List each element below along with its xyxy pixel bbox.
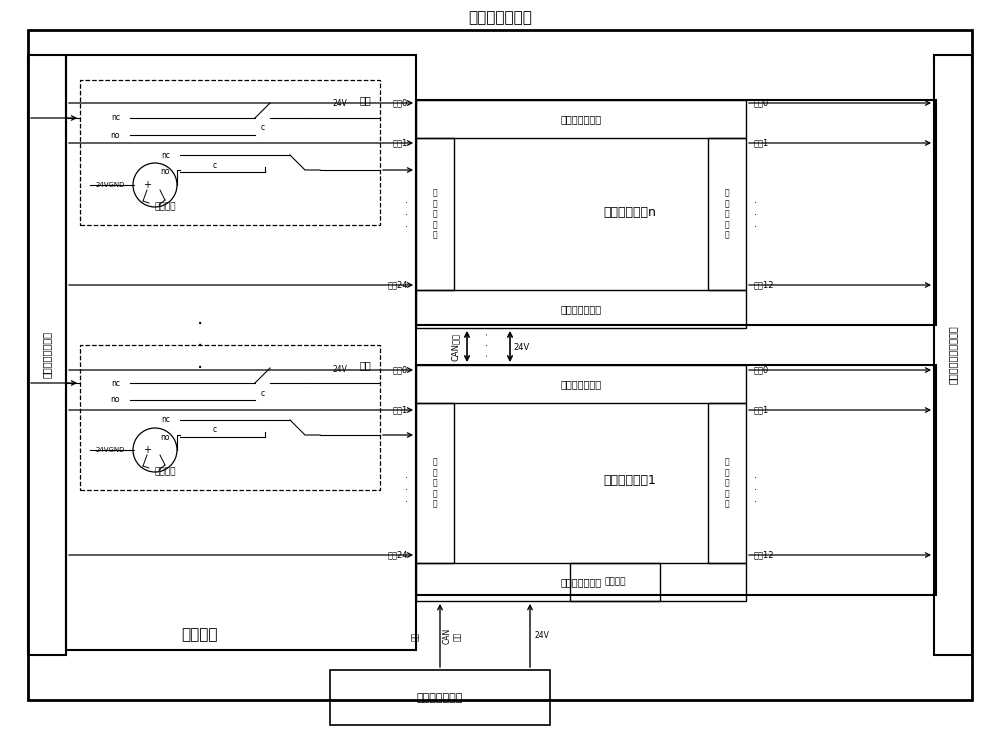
Bar [416, 365, 936, 595]
Text: no: no [160, 433, 170, 442]
Text: 控制: 控制 [359, 360, 371, 370]
Bar [708, 403, 746, 563]
Bar [416, 100, 746, 138]
Text: 输入0: 输入0 [754, 365, 769, 374]
Bar [80, 80, 380, 225]
Text: 并
行
输
出
口: 并 行 输 出 口 [433, 189, 437, 239]
Text: 输入12: 输入12 [754, 551, 774, 559]
Text: ·
·
·: · · · [754, 473, 757, 507]
Text: 串口: 串口 [411, 631, 420, 641]
Bar [416, 138, 454, 290]
Text: 智能决策装置1: 智能决策装置1 [604, 473, 656, 487]
Text: no: no [110, 396, 120, 405]
Text: 消防联动控制器: 消防联动控制器 [468, 10, 532, 25]
Bar [416, 100, 936, 325]
Text: c: c [213, 425, 217, 434]
Text: 控制: 控制 [359, 95, 371, 105]
Text: ·  ·  ·: · · · [483, 333, 493, 357]
Text: 输入12: 输入12 [754, 281, 774, 290]
Text: 并
行
输
入
口: 并 行 输 入 口 [725, 458, 729, 508]
Text: 并
行
输
入
口: 并 行 输 入 口 [725, 189, 729, 239]
Text: 输入1: 输入1 [754, 139, 769, 147]
Text: ·
·
·: · · · [197, 316, 203, 379]
Text: c: c [261, 388, 265, 397]
Text: ·
·
·: · · · [405, 199, 408, 232]
Text: 24VGND: 24VGND [96, 182, 125, 188]
Bar [330, 670, 550, 725]
Text: CAN
总线: CAN 总线 [442, 628, 462, 644]
Text: 24V: 24V [514, 342, 530, 351]
Text: 24VGND: 24VGND [96, 447, 125, 453]
Text: 控制按钮: 控制按钮 [154, 202, 176, 211]
Text: 电源接口: 电源接口 [604, 577, 626, 586]
Text: c: c [261, 124, 265, 133]
Text: 并
行
输
出
口: 并 行 输 出 口 [433, 458, 437, 508]
Bar [416, 290, 746, 328]
Text: 总线及电源接口: 总线及电源接口 [560, 577, 602, 587]
Text: nc: nc [111, 113, 120, 122]
Text: 火灾报警控制器: 火灾报警控制器 [417, 693, 463, 703]
Text: 输出1: 输出1 [393, 139, 408, 147]
Bar [28, 55, 66, 655]
Text: 总线及电源接口: 总线及电源接口 [560, 114, 602, 124]
Text: +: + [143, 445, 151, 455]
Bar [80, 345, 380, 490]
Text: nc: nc [161, 150, 170, 159]
Text: 输入0: 输入0 [754, 99, 769, 107]
Bar [66, 55, 416, 650]
Text: 24V: 24V [333, 365, 347, 373]
Text: no: no [160, 167, 170, 176]
Text: 总线及电源接口: 总线及电源接口 [560, 379, 602, 389]
Text: 控制部件: 控制部件 [182, 628, 218, 642]
Text: c: c [213, 161, 217, 170]
Bar [570, 563, 660, 601]
Text: 智能决策装置n: 智能决策装置n [604, 207, 656, 219]
Text: 24V: 24V [535, 631, 549, 640]
Text: 输出1: 输出1 [393, 405, 408, 414]
Text: 输出24: 输出24 [388, 551, 408, 559]
Text: 输出0: 输出0 [393, 365, 408, 374]
Text: nc: nc [161, 416, 170, 425]
Text: +: + [143, 180, 151, 190]
Text: nc: nc [111, 379, 120, 388]
Text: -: - [131, 445, 135, 455]
Bar [708, 138, 746, 290]
Text: 24V: 24V [333, 99, 347, 108]
Text: 消防设施状态反馈信息: 消防设施状态反馈信息 [948, 325, 958, 385]
Bar [416, 403, 454, 563]
Bar [934, 55, 972, 655]
Text: ·
·
·: · · · [754, 199, 757, 232]
Text: -: - [131, 180, 135, 190]
Text: 消防设施被控部件: 消防设施被控部件 [42, 331, 52, 379]
Text: 控制按钮: 控制按钮 [154, 468, 176, 476]
Text: 总线及电源接口: 总线及电源接口 [560, 304, 602, 314]
Text: 输出0: 输出0 [393, 99, 408, 107]
Bar [416, 365, 746, 403]
Text: CAN总线: CAN总线 [450, 333, 460, 361]
Text: no: no [110, 130, 120, 139]
Text: ·
·
·: · · · [405, 473, 408, 507]
Text: 输入1: 输入1 [754, 405, 769, 414]
Text: 输出24: 输出24 [388, 281, 408, 290]
Bar [416, 563, 746, 601]
